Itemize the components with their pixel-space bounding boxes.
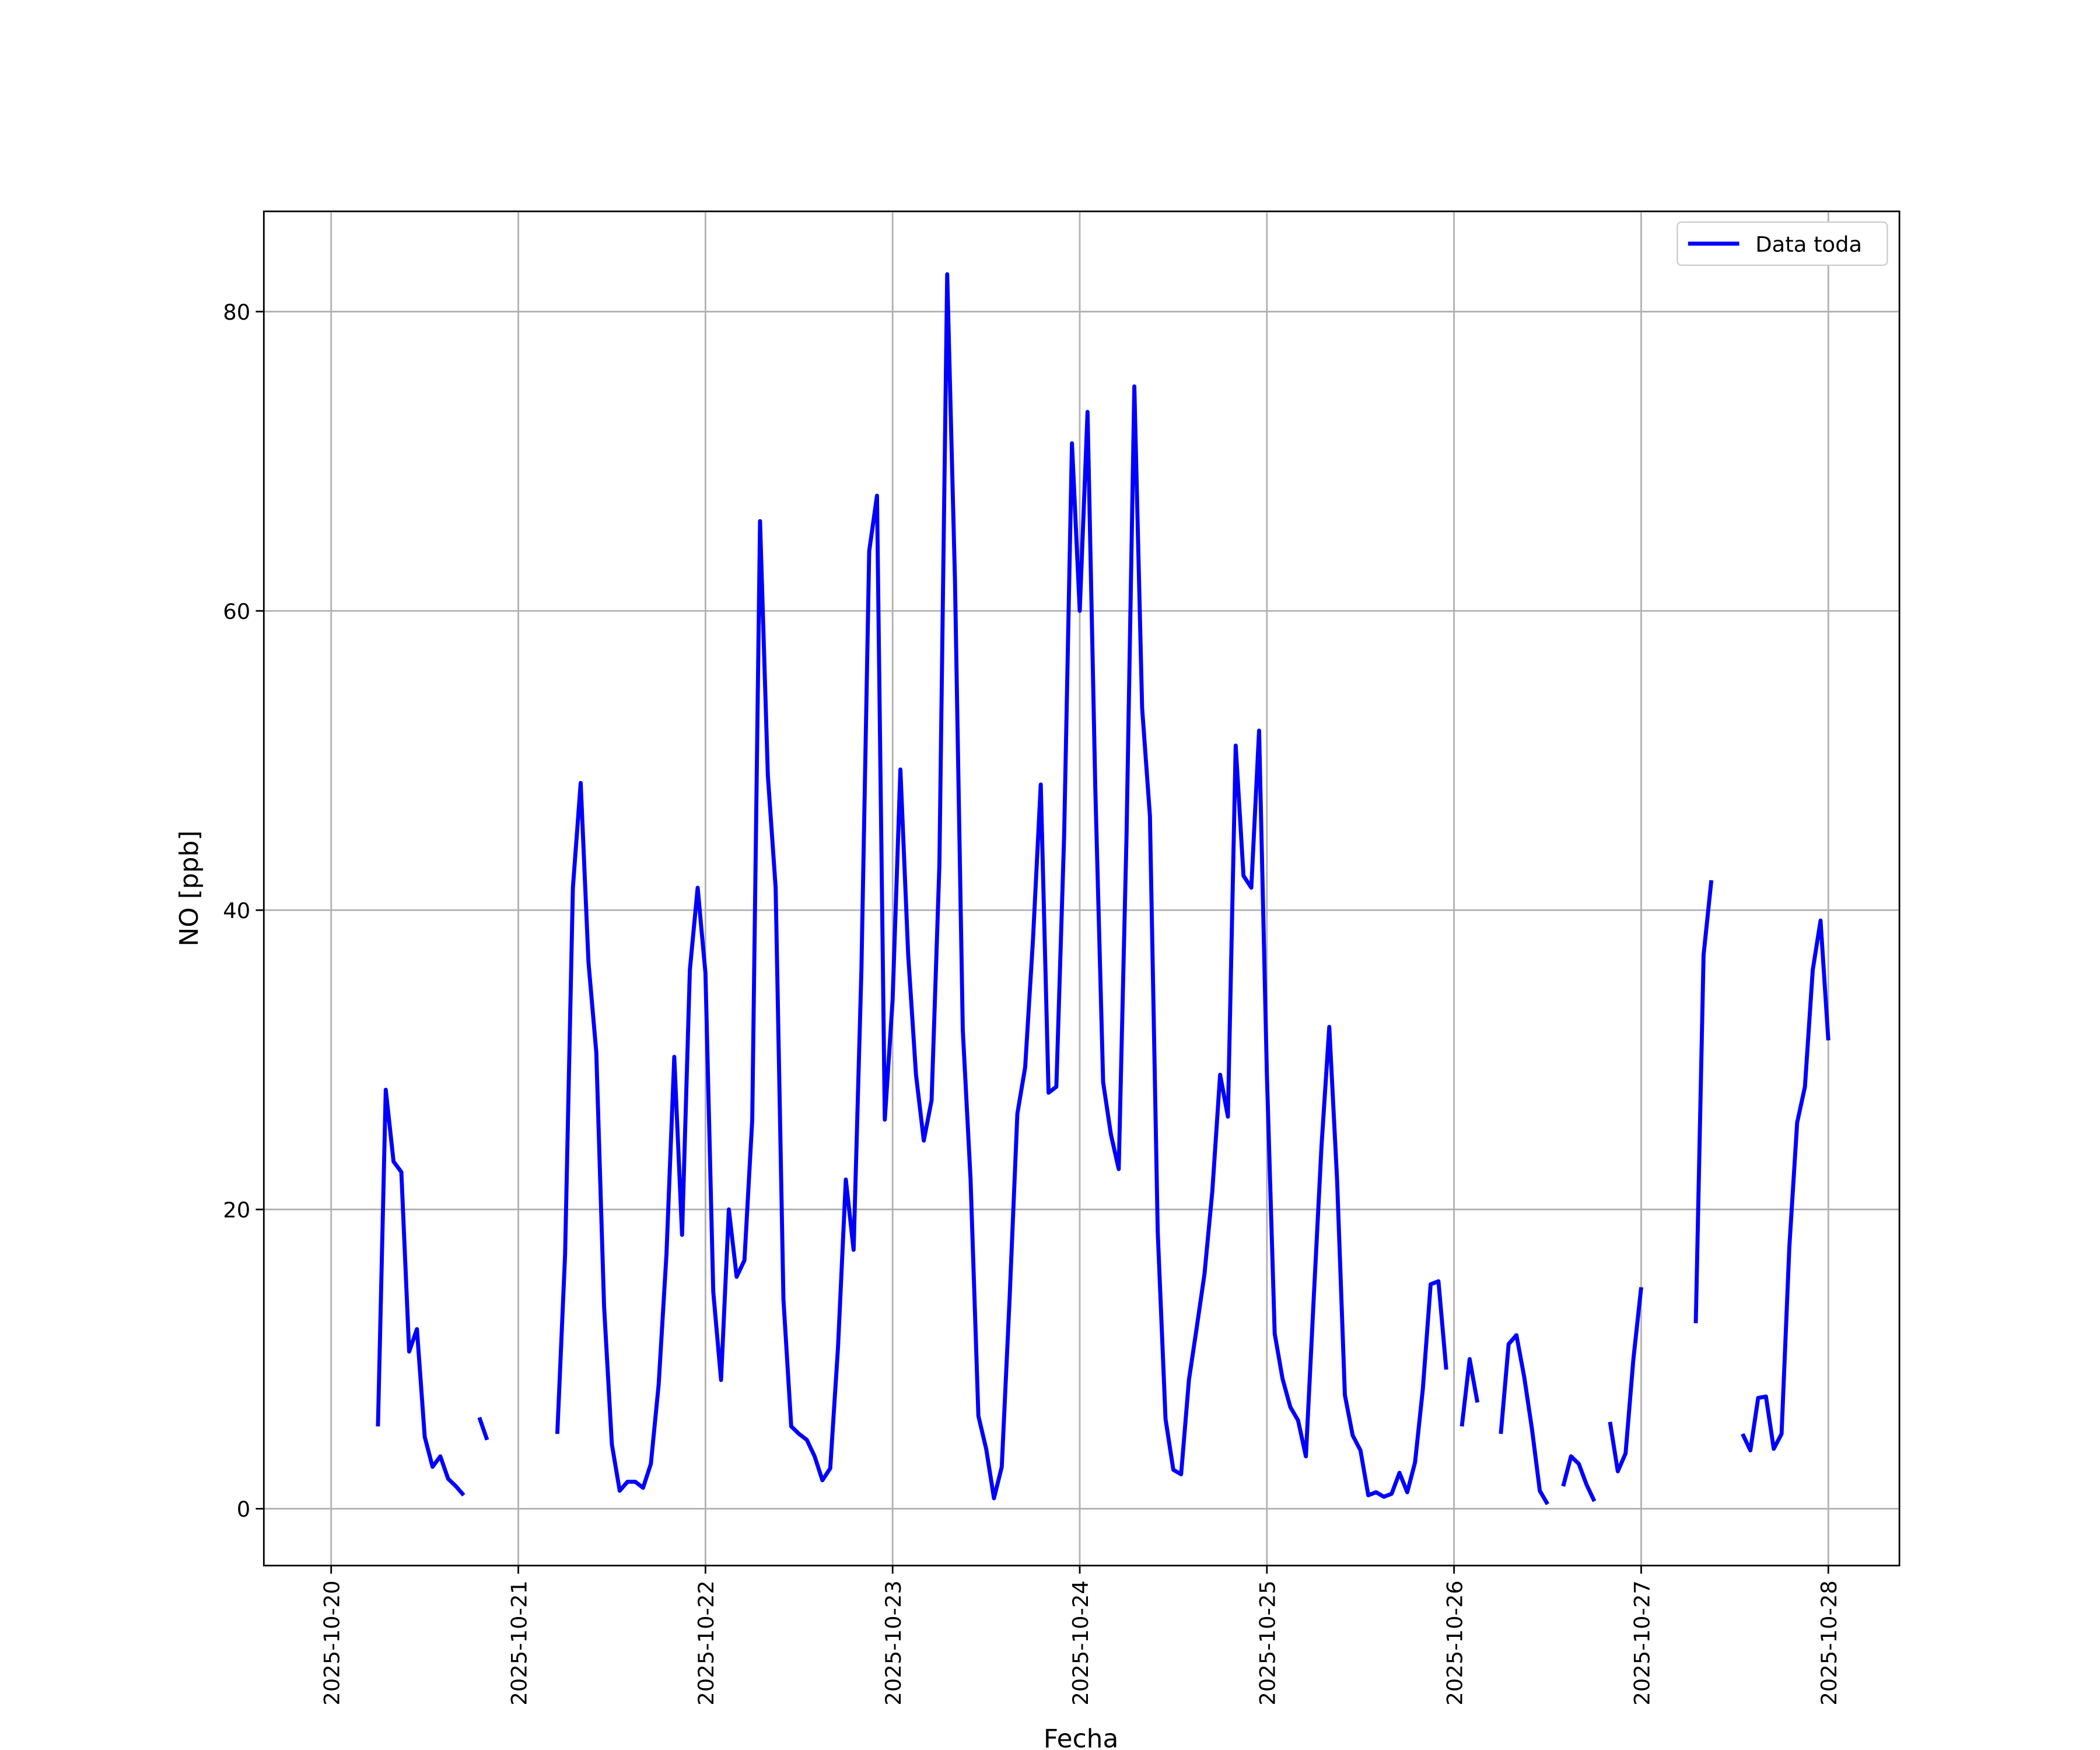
y-tick-label: 20	[223, 1198, 250, 1223]
x-tick-label: 2025-10-24	[1068, 1580, 1093, 1705]
x-tick-label: 2025-10-22	[694, 1580, 719, 1705]
y-tick-label: 80	[223, 300, 250, 325]
legend: Data toda	[1676, 221, 1888, 266]
x-tick-label: 2025-10-21	[506, 1580, 531, 1705]
plot-frame	[262, 210, 1901, 1567]
x-tick-label: 2025-10-20	[320, 1580, 345, 1705]
x-tick-label: 2025-10-23	[881, 1580, 906, 1705]
y-tick-label: 60	[223, 599, 250, 624]
x-tick-label: 2025-10-26	[1442, 1580, 1467, 1705]
legend-box	[1676, 221, 1888, 266]
data-line	[376, 272, 1831, 1506]
x-tick-label: 2025-10-27	[1629, 1580, 1654, 1705]
y-tick-label: 40	[223, 898, 250, 923]
x-tick-label: 2025-10-28	[1817, 1580, 1842, 1705]
legend-label: Data toda	[1755, 232, 1862, 257]
y-tick-label: 0	[237, 1497, 250, 1522]
x-tick-label: 2025-10-25	[1255, 1580, 1280, 1705]
y-axis-label: NO [ppb]	[174, 831, 204, 947]
x-axis-label: Fecha	[1044, 1724, 1119, 1750]
